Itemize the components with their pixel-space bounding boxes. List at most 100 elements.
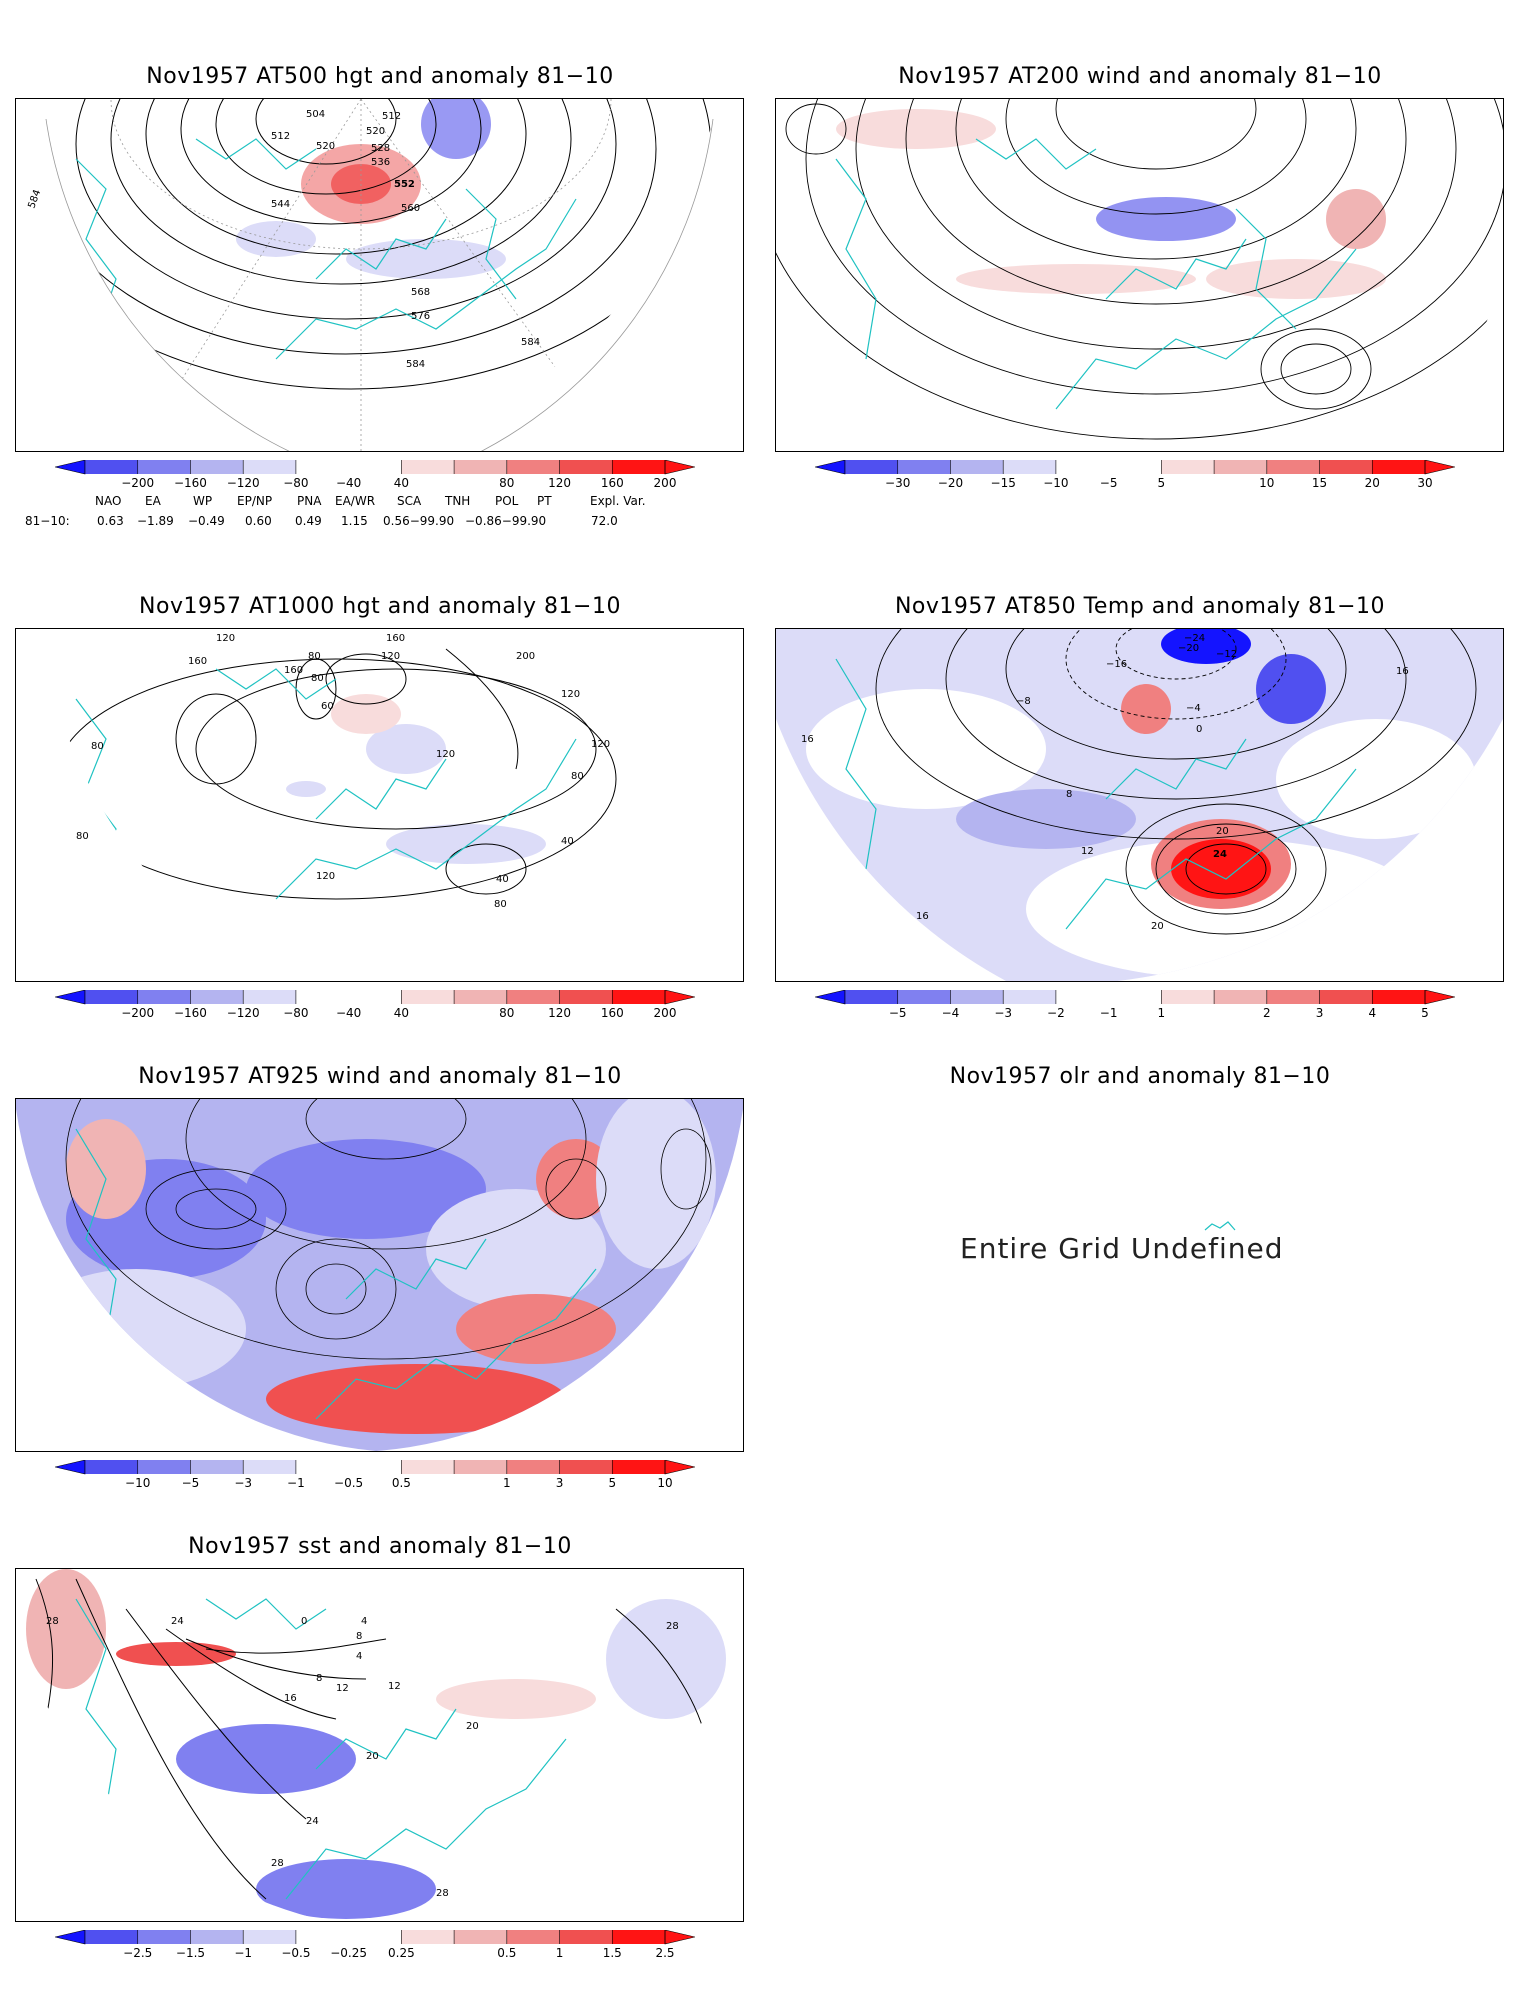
colorbar-label: −40 [335,1006,362,1020]
colorbar-segment [1372,990,1425,1004]
colorbar-segment [85,460,138,474]
map-at925 [15,1098,744,1452]
colorbar-segment [454,1460,507,1474]
contour-label: 520 [366,126,385,137]
contour-label: 80 [308,651,321,662]
colorbar-label: −10 [1043,476,1069,490]
colorbar-segment [612,990,665,1004]
index-value: −0.86−99.90 [465,514,547,528]
colorbar-labels-at500: −200 −160 −120 −80 −40 40 80 120 160 200 [55,476,695,492]
map-at850: −24 −20 −16 −12 −8 −4 0 8 12 16 16 20 24… [775,628,1504,982]
colorbar-segment [137,1930,191,1944]
colorbar-labels-sst: −2.5 −1.5 −1 −0.5 −0.25 0.25 0.5 1 1.5 2… [55,1946,695,1962]
contour-label: 80 [571,771,584,782]
colorbar-label: −40 [335,476,362,490]
colorbar-segment [1266,460,1320,474]
index-header: EA/WR [335,494,376,508]
colorbar-segment [1319,460,1373,474]
contour-label: 16 [284,1693,297,1704]
colorbar-segment [454,1930,507,1944]
colorbar-at1000 [55,990,695,1005]
colorbar-segment [401,990,455,1004]
contour-label: 60 [321,701,334,712]
index-header: EP/NP [237,494,273,508]
map-at925-canvas [16,1099,743,1451]
panel-title-at925: Nov1957 AT925 wind and anomaly 81−10 [138,1064,622,1089]
contour-label: 12 [1081,846,1094,857]
colorbar-label: −200 [121,1006,155,1020]
colorbar-label: 30 [1417,476,1433,490]
colorbar-label: −10 [125,1476,151,1490]
colorbar-label: −1 [287,1476,305,1490]
colorbar-labels-at850: −5 −4 −3 −2 −1 1 2 3 4 5 [815,1006,1455,1022]
contour-label: 40 [496,874,509,885]
colorbar-segment [454,460,507,474]
colorbar-segment [1214,460,1267,474]
contour-label: 584 [26,188,43,210]
contour-label: −12 [1216,649,1237,660]
colorbar-segment [612,1930,665,1944]
colorbar-segment [1372,460,1425,474]
contour-label: 40 [561,836,574,847]
colorbar-label: −80 [283,476,309,490]
index-value: −1.89 [137,514,174,528]
colorbar-label: 2 [1262,1006,1271,1020]
colorbar-segment [950,460,1004,474]
contour-label: −24 [1184,633,1205,644]
map-at1000-canvas: 120 160 120 80 160 80 200 60 120 160 120… [55,633,617,910]
colorbar-segment [612,460,665,474]
colorbar-arrow-left [55,990,86,1005]
contour-label: 28 [666,1621,679,1632]
contour-label: 12 [336,1683,349,1694]
contour-label: 80 [76,831,89,842]
index-value: 1.15 [341,514,368,528]
colorbar-arrow-right [664,1930,695,1945]
contour-label: 12 [388,1681,401,1692]
panel-title-at850: Nov1957 AT850 Temp and anomaly 81−10 [894,594,1386,619]
colorbar-label: 3 [1315,1006,1324,1020]
map-at850-canvas: −24 −20 −16 −12 −8 −4 0 8 12 16 16 20 24… [776,629,1503,981]
colorbar-label: 0.25 [388,1946,415,1960]
colorbar-segment [1161,990,1215,1004]
colorbar-segment [85,1460,138,1474]
index-header: NAO [95,494,122,508]
contour-labels: 504 512 520 512 520 528 536 544 552 560 … [26,109,540,370]
colorbar-label: −5 [181,1476,200,1490]
colorbar-label: −160 [173,1006,207,1020]
olr-map-fragment [1204,1221,1236,1231]
colorbar-label: 120 [548,1006,571,1020]
colorbar-label: 1.5 [602,1946,622,1960]
contour-label: 80 [311,673,324,684]
contour-label: 28 [46,1616,59,1627]
colorbar-segment [85,1930,138,1944]
colorbar-label: −120 [226,1006,260,1020]
index-value: 0.63 [97,514,124,528]
colorbar-at200 [815,460,1455,475]
contour-label: 16 [916,911,929,922]
colorbar-segment [845,460,898,474]
colorbar-label: −20 [937,476,964,490]
colorbar-label: 5 [1157,476,1166,490]
colorbar-arrow-right [664,460,695,475]
colorbar-segment [897,990,951,1004]
colorbar-segment [243,990,296,1004]
colorbar-label: −5 [888,1006,907,1020]
colorbar-label: −0.5 [334,1476,364,1490]
colorbar-segment [506,460,560,474]
colorbar-label: 15 [1311,476,1328,490]
colorbar-label: 1 [502,1476,511,1490]
contour-label: 200 [516,651,535,662]
colorbar-label: −200 [121,476,155,490]
colorbar-segment [454,990,507,1004]
colorbar-label: 160 [600,1006,624,1020]
colorbar-label: 200 [653,476,677,490]
colorbar-segment [137,1460,191,1474]
contour-label: 16 [1396,666,1409,677]
colorbar-label: 80 [499,476,515,490]
colorbar-segment [1003,460,1056,474]
contour-label: 24 [1213,849,1227,860]
panel-title-at200: Nov1957 AT200 wind and anomaly 81−10 [898,64,1382,89]
index-value: 0.49 [295,514,322,528]
colorbar-label: 10 [1259,476,1275,490]
contour-label: 584 [406,359,425,370]
